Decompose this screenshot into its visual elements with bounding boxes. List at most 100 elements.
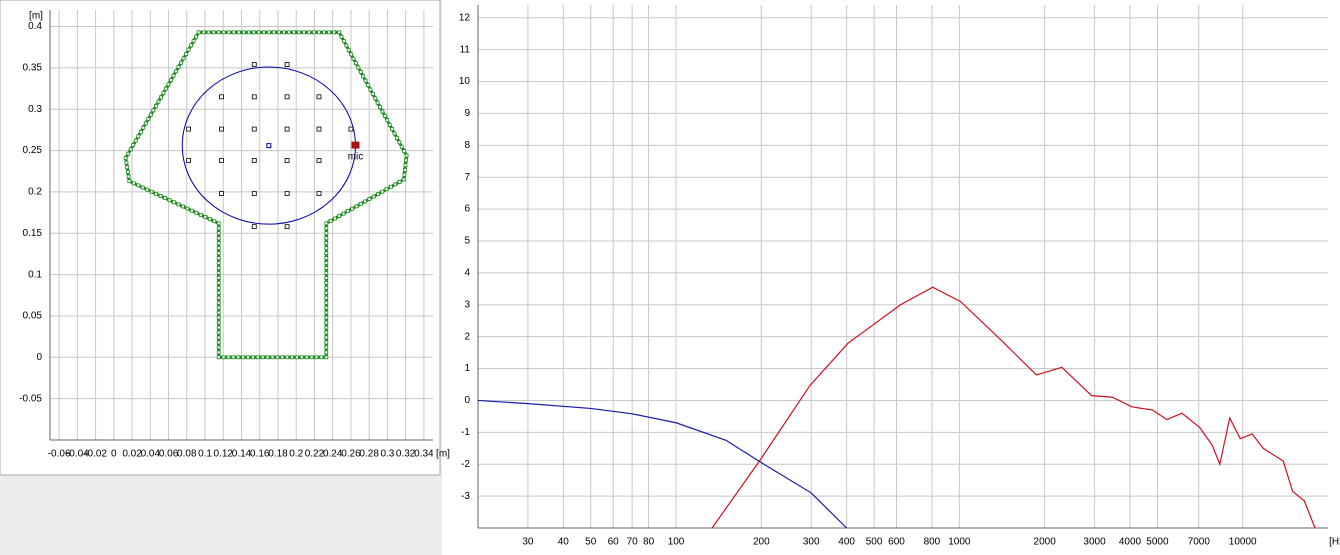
outline-node xyxy=(402,172,407,177)
outline-node xyxy=(371,194,376,199)
outline-node xyxy=(261,30,266,35)
outline-node xyxy=(184,52,188,56)
y-tick-label: 4 xyxy=(464,268,470,279)
outline-node xyxy=(319,355,324,360)
outline-node xyxy=(126,174,131,179)
outline-node xyxy=(324,325,329,330)
outline-node xyxy=(174,69,178,74)
outline-node xyxy=(216,256,221,260)
outline-node xyxy=(216,271,221,275)
outline-node xyxy=(280,355,285,360)
mic-label: mic xyxy=(348,151,364,162)
outline-node xyxy=(136,134,141,139)
outline-node xyxy=(133,138,138,143)
outline-node xyxy=(151,108,156,113)
outline-node xyxy=(370,92,375,96)
outline-node xyxy=(241,30,246,35)
outline-node xyxy=(404,153,409,158)
outline-node xyxy=(385,118,390,123)
outline-node xyxy=(354,61,358,66)
x-tick-label: 0.1 xyxy=(198,449,212,460)
right-panel xyxy=(442,0,1340,555)
outline-node xyxy=(345,209,350,214)
outline-node xyxy=(131,181,136,186)
outline-node xyxy=(256,30,261,35)
line xyxy=(711,286,1316,529)
outline-node xyxy=(285,355,290,360)
outline-node xyxy=(271,30,276,35)
y-tick-label: -3 xyxy=(461,491,470,502)
outline-node xyxy=(322,30,326,35)
outline-node xyxy=(390,127,394,132)
outline-node xyxy=(216,251,221,256)
outline-node xyxy=(363,78,368,83)
outline-node xyxy=(324,305,329,310)
point xyxy=(284,62,290,67)
x-tick-label: -0.04 xyxy=(66,449,89,460)
x-tick-label: 0.24 xyxy=(323,449,343,460)
point xyxy=(219,158,224,163)
outline-node xyxy=(367,197,372,201)
x-tick-label: 40 xyxy=(558,537,570,548)
y-tick-label: 0.25 xyxy=(23,145,43,156)
outline-node xyxy=(292,30,296,35)
outline-node xyxy=(358,70,363,74)
outline-node xyxy=(126,151,131,156)
y-tick-label: 9 xyxy=(464,108,470,119)
outline-node xyxy=(206,30,211,35)
y-tick-label: -1 xyxy=(461,427,470,438)
outline-node xyxy=(324,256,329,260)
point xyxy=(251,191,257,196)
outline-node xyxy=(216,330,221,335)
outline-node xyxy=(236,355,241,360)
x-tick-label: 800 xyxy=(924,537,941,548)
outline-node xyxy=(324,330,329,335)
x-tick-label: 0.12 xyxy=(214,449,234,460)
x-tick-label: 0 xyxy=(111,449,117,460)
x-tick-label: 600 xyxy=(888,537,905,548)
outline-node xyxy=(397,180,402,184)
outline-node xyxy=(324,335,329,340)
outline-node xyxy=(131,143,136,147)
y-tick-label: 0.2 xyxy=(28,187,42,198)
outline-node xyxy=(216,355,221,360)
outline-node xyxy=(324,236,329,241)
outline-node xyxy=(337,214,342,218)
outline-node xyxy=(324,241,329,246)
outline-node xyxy=(307,30,311,35)
outline-node xyxy=(297,30,301,35)
outline-node xyxy=(166,82,171,87)
outline-node xyxy=(324,271,329,275)
outline-node xyxy=(333,216,337,221)
outline-node xyxy=(312,30,316,35)
outline-node xyxy=(216,340,221,345)
outline-node xyxy=(324,295,329,300)
outline-node xyxy=(387,122,392,127)
outline-node xyxy=(337,30,341,35)
point xyxy=(251,126,257,132)
point xyxy=(348,126,354,132)
outline-node xyxy=(236,30,241,35)
outline-node xyxy=(128,147,133,152)
outline-node xyxy=(186,47,191,52)
point xyxy=(284,224,290,230)
outline-node xyxy=(181,56,186,61)
outline-node xyxy=(344,43,349,48)
point xyxy=(316,191,322,196)
y-tick-label: 10 xyxy=(459,76,471,87)
outline-node xyxy=(153,104,158,108)
outline-node xyxy=(231,355,236,360)
outline-node xyxy=(324,246,329,251)
outline-node xyxy=(402,149,407,154)
outline-node xyxy=(380,109,385,114)
outline-node xyxy=(341,211,346,216)
outline-node xyxy=(158,194,163,198)
outline-node xyxy=(324,310,329,315)
outline-node xyxy=(389,184,393,189)
circle-center xyxy=(266,143,272,149)
outline-node xyxy=(376,192,380,197)
x-tick-label: 0.08 xyxy=(177,449,197,460)
y-tick-label: 0.3 xyxy=(28,104,42,115)
outline-node xyxy=(161,91,166,95)
